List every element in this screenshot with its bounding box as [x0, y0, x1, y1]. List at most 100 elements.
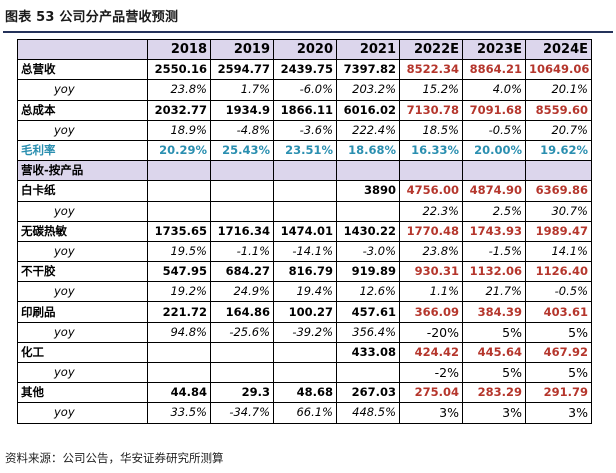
value-cell: 4874.90	[462, 180, 526, 202]
header-year-cell: 2020	[273, 38, 337, 61]
value-cell	[210, 201, 274, 222]
row-label: 化工	[17, 341, 148, 364]
main-row: 总营收 2550.16 2594.77 2439.75 7397.82 8522.34 88…	[17, 59, 592, 81]
value-cell: 30.7%	[525, 201, 592, 222]
value-cell: 930.31	[399, 261, 463, 283]
value-cell: -20%	[399, 322, 463, 343]
value-cell: 1934.9	[210, 99, 274, 121]
value-cell	[147, 201, 211, 222]
value-cell: 7130.78	[399, 99, 463, 121]
value-cell	[462, 160, 526, 182]
value-cell: 384.39	[462, 301, 526, 323]
value-cell: -3.6%	[273, 120, 337, 141]
value-cell: 4.0%	[462, 79, 526, 101]
row-label: 其他	[17, 382, 148, 404]
value-cell: -2%	[399, 362, 463, 384]
value-cell: 8559.60	[525, 99, 592, 121]
value-cell: 20.29%	[147, 139, 211, 162]
value-cell: 5%	[462, 322, 526, 343]
value-cell: 433.08	[336, 341, 400, 364]
source-note: 资料来源：公司公告，华安证券研究所测算	[5, 451, 224, 465]
value-cell: 18.68%	[336, 139, 400, 162]
value-cell: 2032.77	[147, 99, 211, 121]
value-cell: 23.51%	[273, 139, 337, 162]
value-cell: 5%	[525, 322, 592, 343]
value-cell: 23.8%	[399, 241, 463, 263]
yoy-row: yoy 18.9% -4.8% -3.6% 222.4% 18.5% -0.5% 20.7%	[17, 120, 592, 141]
value-cell: 267.03	[336, 382, 400, 404]
section-row: 营收-按产品	[17, 160, 592, 182]
main-row: 化工 433.08 424.42 445.64 467.92	[17, 341, 592, 364]
value-cell: 3%	[525, 402, 592, 424]
value-cell: -4.8%	[210, 120, 274, 141]
value-cell: -1.5%	[462, 241, 526, 263]
value-cell: -6.0%	[273, 79, 337, 101]
value-cell: 457.61	[336, 301, 400, 323]
value-cell: 25.43%	[210, 139, 274, 162]
value-cell: 221.72	[147, 301, 211, 323]
value-cell	[336, 362, 400, 384]
yoy-row: yoy 19.5% -1.1% -14.1% -3.0% 23.8% -1.5% 14.1%	[17, 241, 592, 263]
value-cell: 3%	[399, 402, 463, 424]
value-cell: 21.7%	[462, 281, 526, 303]
row-label: 毛利率	[17, 139, 148, 162]
value-cell: 20.1%	[525, 79, 592, 101]
value-cell: 15.2%	[399, 79, 463, 101]
row-label: 无碳热敏	[17, 220, 148, 242]
value-cell: 1770.48	[399, 220, 463, 242]
value-cell: 19.5%	[147, 241, 211, 263]
row-label: yoy	[17, 322, 148, 343]
row-label: yoy	[17, 362, 148, 384]
row-label: yoy	[17, 79, 148, 101]
value-cell: -0.5%	[525, 281, 592, 303]
value-cell: 20.7%	[525, 120, 592, 141]
value-cell: -0.5%	[462, 120, 526, 141]
value-cell: -34.7%	[210, 402, 274, 424]
header-year-cell: 2024E	[525, 38, 592, 61]
value-cell	[336, 160, 400, 182]
row-label: 白卡纸	[17, 180, 148, 202]
row-label: yoy	[17, 120, 148, 141]
value-cell: 1989.47	[525, 220, 592, 242]
value-cell: 7091.68	[462, 99, 526, 121]
value-cell	[147, 362, 211, 384]
value-cell	[273, 362, 337, 384]
value-cell: 403.61	[525, 301, 592, 323]
main-row: 无碳热敏 1735.65 1716.34 1474.01 1430.22 1770.48 1…	[17, 220, 592, 242]
yoy-row: yoy -2% 5% 5%	[17, 362, 592, 384]
value-cell	[336, 201, 400, 222]
row-label: 营收-按产品	[17, 160, 148, 182]
value-cell: 94.8%	[147, 322, 211, 343]
value-cell: 919.89	[336, 261, 400, 283]
value-cell: 6369.86	[525, 180, 592, 202]
value-cell: 356.4%	[336, 322, 400, 343]
value-cell: 1126.40	[525, 261, 592, 283]
value-cell	[210, 180, 274, 202]
value-cell: 33.5%	[147, 402, 211, 424]
header-corner-cell	[17, 38, 148, 61]
value-cell: 23.8%	[147, 79, 211, 101]
main-row: 白卡纸 3890 4756.00 4874.90 6369.86	[17, 180, 592, 202]
row-label: yoy	[17, 201, 148, 222]
value-cell: 44.84	[147, 382, 211, 404]
value-cell: 10649.06	[525, 59, 592, 81]
value-cell	[147, 341, 211, 364]
value-cell	[210, 362, 274, 384]
value-cell: 275.04	[399, 382, 463, 404]
value-cell: 203.2%	[336, 79, 400, 101]
value-cell: 7397.82	[336, 59, 400, 81]
value-cell: 816.79	[273, 261, 337, 283]
value-cell: 283.29	[462, 382, 526, 404]
value-cell: -25.6%	[210, 322, 274, 343]
value-cell: 14.1%	[525, 241, 592, 263]
value-cell: 3%	[462, 402, 526, 424]
value-cell: 445.64	[462, 341, 526, 364]
main-row: 不干胶 547.95 684.27 816.79 919.89 930.31 1132.06…	[17, 261, 592, 283]
value-cell	[210, 160, 274, 182]
value-cell: 2439.75	[273, 59, 337, 81]
value-cell	[273, 341, 337, 364]
yoy-row: yoy 22.3% 2.5% 30.7%	[17, 201, 592, 222]
value-cell: 1132.06	[462, 261, 526, 283]
value-cell: 222.4%	[336, 120, 400, 141]
value-cell	[525, 160, 592, 182]
